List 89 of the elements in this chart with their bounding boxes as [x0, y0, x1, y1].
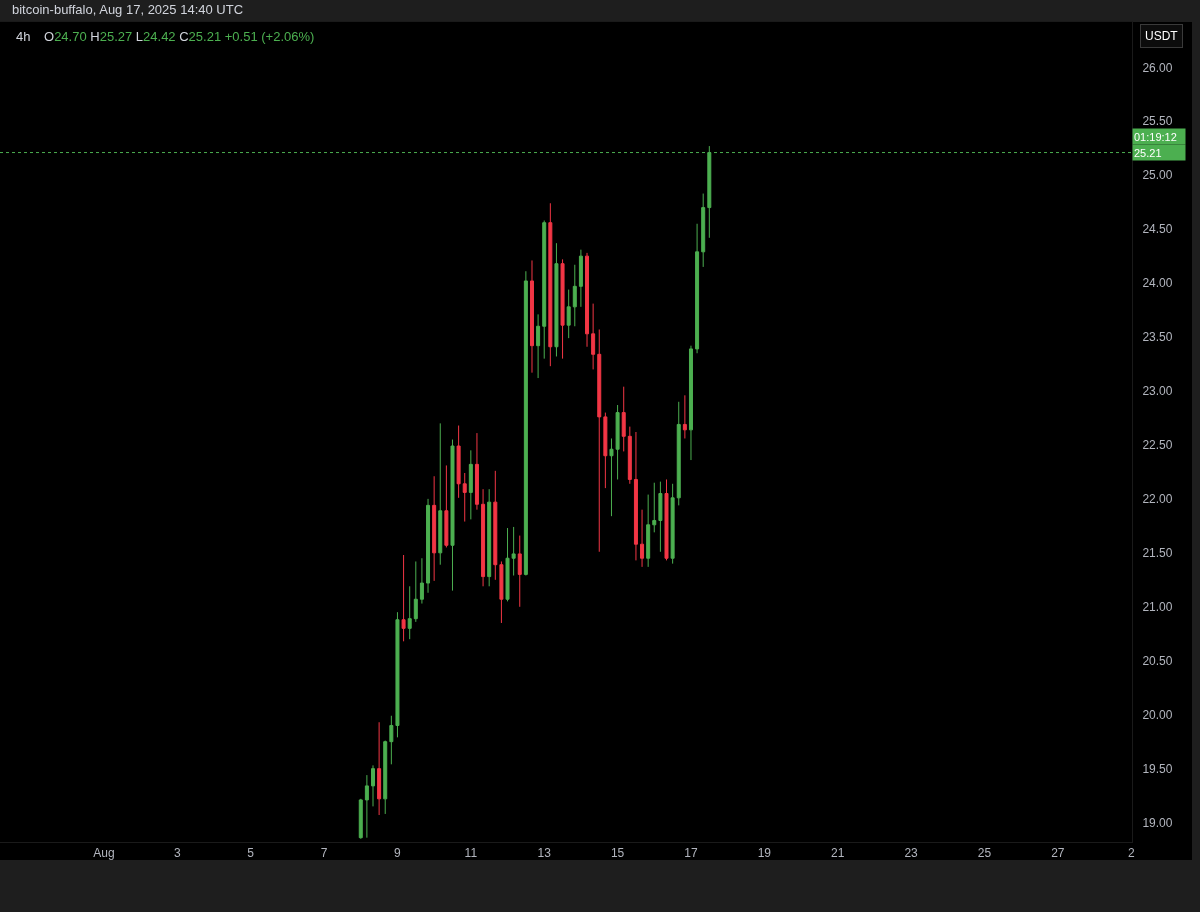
candlestick	[701, 193, 706, 268]
candlestick	[468, 449, 473, 520]
y-tick-label: 20.50	[1142, 653, 1173, 668]
candlestick	[523, 270, 528, 576]
ref-line-label: 25.21	[1134, 146, 1162, 159]
candlestick	[652, 482, 657, 533]
candlestick	[664, 478, 669, 561]
candlestick	[658, 481, 663, 553]
candlestick	[444, 464, 449, 548]
y-tick-label: 19.00	[1142, 815, 1173, 830]
y-tick-label: 19.50	[1142, 761, 1173, 776]
candlestick	[529, 259, 534, 374]
candlestick	[371, 764, 375, 807]
candlestick	[646, 494, 651, 568]
y-tick-label: 22.50	[1142, 438, 1173, 453]
y-tick-label: 24.50	[1142, 222, 1173, 237]
candlestick	[688, 345, 693, 461]
candlestick	[548, 202, 553, 367]
x-tick-label: 2	[1127, 846, 1135, 861]
candlestick	[627, 426, 632, 485]
candlestick	[432, 475, 437, 582]
y-tick-label: 26.00	[1142, 60, 1173, 75]
candlestick	[377, 721, 382, 816]
candlestick	[358, 798, 363, 840]
candlestick	[487, 488, 492, 587]
candlestick	[560, 258, 565, 360]
candlestick	[542, 220, 547, 360]
text: 4h	[16, 29, 31, 44]
candlestick	[401, 554, 406, 642]
candlestick	[413, 560, 418, 623]
candlestick	[695, 223, 700, 354]
candlestick	[585, 252, 590, 348]
candlestick	[364, 774, 369, 839]
candlestick	[603, 412, 608, 489]
candlestick	[633, 431, 638, 561]
candlestick	[456, 425, 461, 499]
x-tick-label: 9	[394, 846, 402, 861]
y-tick-label: 22.00	[1142, 492, 1173, 507]
candlestick	[474, 432, 479, 511]
x-tick-label: 23	[904, 846, 919, 861]
candlestick	[572, 264, 577, 327]
candlestick	[493, 470, 498, 581]
candlestick	[621, 386, 626, 452]
text: 01:19:12	[1134, 130, 1177, 143]
candlestick	[481, 488, 486, 587]
candlestick	[438, 422, 443, 566]
y-tick-label: 23.50	[1142, 330, 1173, 345]
y-tick-label: 21.50	[1142, 546, 1173, 561]
x-tick-label: 21	[831, 846, 845, 861]
y-tick-label: 25.00	[1142, 168, 1173, 183]
x-tick-label: 25	[977, 846, 992, 861]
candlestick	[450, 439, 455, 592]
y-tick-label: 25.50	[1142, 114, 1173, 129]
candlestick	[407, 585, 412, 640]
candlestick	[591, 303, 596, 370]
y-tick-label: 23.00	[1142, 384, 1173, 399]
x-tick-label: 19	[757, 846, 772, 861]
candlestick	[419, 557, 424, 605]
candlestick	[670, 483, 675, 565]
x-tick-label: 5	[247, 846, 255, 861]
x-tick-label: Aug	[93, 846, 115, 861]
candlestick	[640, 509, 645, 568]
candlestick	[499, 560, 504, 624]
x-tick-label: 15	[610, 846, 625, 861]
text: O24.70 H25.27 L24.42 C25.21 +0.51 (+2.06%)	[44, 29, 315, 44]
candlestick	[578, 249, 583, 308]
candlestick	[395, 611, 400, 738]
candlestick	[566, 289, 571, 339]
candlestick	[383, 740, 388, 815]
x-tick-label: 17	[684, 846, 698, 861]
y-tick-label: 20.00	[1142, 707, 1173, 722]
candlestick	[554, 242, 559, 357]
candlestick	[682, 394, 687, 439]
candlestick	[389, 715, 394, 765]
candlestick	[517, 535, 522, 608]
x-tick-label: 3	[173, 846, 181, 861]
candlestick	[426, 498, 431, 594]
x-tick-label: 27	[1051, 846, 1065, 861]
candlestick	[536, 313, 541, 379]
candlestick	[462, 472, 467, 523]
candlestick	[597, 329, 602, 553]
y-tick-label: 21.00	[1142, 599, 1173, 614]
y-axis-title: USDT	[1145, 29, 1179, 43]
text: bitcoin-buffalo, Aug 17, 2025 14:40 UTC	[12, 2, 244, 17]
y-tick-label: 24.00	[1142, 276, 1173, 291]
x-tick-label: 7	[320, 846, 328, 861]
x-tick-label: 13	[537, 846, 552, 861]
candlestick	[676, 401, 681, 506]
x-tick-label: 11	[464, 846, 478, 861]
